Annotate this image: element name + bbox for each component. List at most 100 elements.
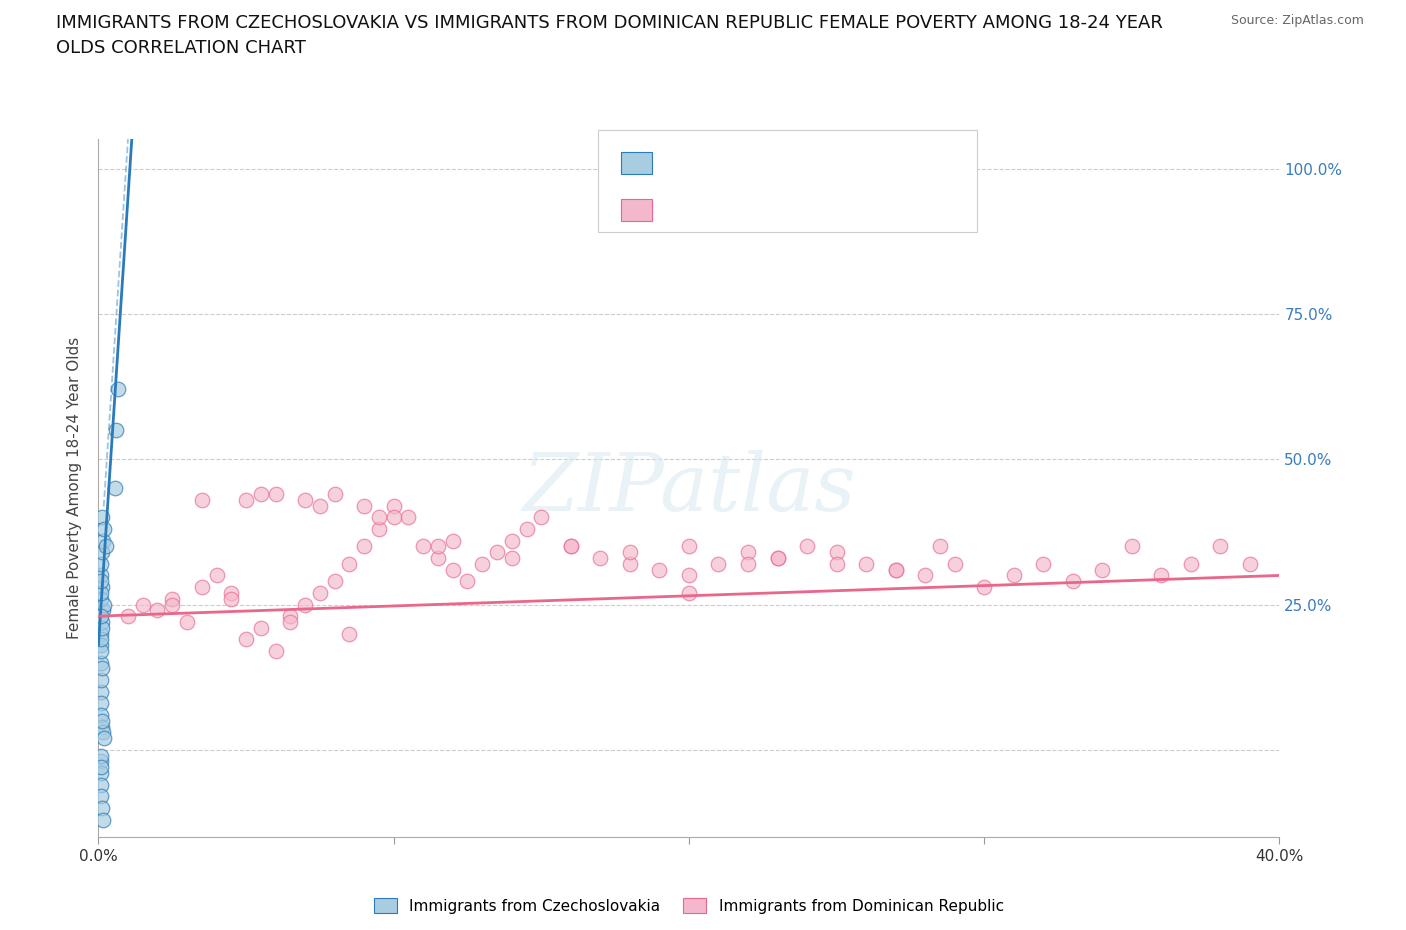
Point: [737, 556, 759, 571]
Point: [235, 493, 257, 508]
Point: [90, 777, 112, 792]
Point: [91, 603, 114, 618]
Point: [796, 539, 818, 554]
Point: [90, 748, 112, 763]
Point: [737, 545, 759, 560]
Text: R =  0.156    N = 80: R = 0.156 N = 80: [664, 206, 831, 224]
Point: [294, 493, 316, 508]
Point: [309, 586, 332, 601]
Point: [91, 725, 114, 740]
Point: [530, 510, 553, 525]
Point: [205, 568, 228, 583]
Point: [855, 556, 877, 571]
Point: [90, 626, 112, 641]
Point: [90, 644, 112, 658]
Point: [323, 486, 346, 501]
Point: [323, 574, 346, 589]
Point: [146, 603, 169, 618]
Point: [132, 597, 155, 612]
Point: [412, 539, 434, 554]
Point: [91, 620, 114, 635]
Point: [456, 574, 478, 589]
Point: [382, 510, 405, 525]
Point: [368, 522, 391, 537]
Point: [90, 696, 112, 711]
Point: [560, 539, 582, 554]
Point: [90, 760, 112, 775]
Point: [90, 672, 112, 687]
Point: [486, 545, 509, 560]
Point: [117, 609, 139, 624]
Point: [353, 498, 375, 513]
Point: [678, 539, 700, 554]
Point: [501, 533, 523, 548]
Point: [1091, 562, 1114, 577]
Point: [90, 632, 112, 647]
Point: [264, 486, 287, 501]
Point: [93, 597, 115, 612]
Point: [91, 812, 114, 827]
Point: [1180, 556, 1202, 571]
Point: [90, 638, 112, 653]
Point: [1209, 539, 1232, 554]
Point: [235, 632, 257, 647]
Point: [294, 597, 316, 612]
Point: [973, 579, 995, 594]
Point: [162, 591, 183, 606]
Point: [162, 597, 183, 612]
Point: [91, 801, 114, 816]
Point: [619, 545, 641, 560]
Point: [1002, 568, 1025, 583]
Point: [382, 498, 405, 513]
Text: Source: ZipAtlas.com: Source: ZipAtlas.com: [1230, 14, 1364, 27]
Point: [501, 551, 523, 565]
Point: [91, 713, 114, 728]
Point: [90, 574, 112, 589]
Point: [1121, 539, 1143, 554]
Point: [191, 493, 214, 508]
Point: [309, 498, 332, 513]
Point: [766, 551, 789, 565]
Point: [1150, 568, 1173, 583]
Text: OLDS CORRELATION CHART: OLDS CORRELATION CHART: [56, 39, 307, 57]
Point: [441, 562, 464, 577]
Point: [278, 609, 302, 624]
Point: [678, 568, 700, 583]
Point: [90, 586, 112, 601]
Point: [90, 765, 112, 780]
Point: [884, 562, 907, 577]
Point: [339, 626, 360, 641]
Y-axis label: Female Poverty Among 18-24 Year Olds: Female Poverty Among 18-24 Year Olds: [67, 338, 83, 640]
Point: [516, 522, 538, 537]
Point: [90, 556, 112, 571]
Point: [91, 533, 114, 548]
Point: [368, 510, 391, 525]
Point: [707, 556, 730, 571]
Point: [90, 656, 112, 671]
Point: [250, 486, 273, 501]
Point: [943, 556, 966, 571]
Point: [90, 591, 112, 606]
Point: [176, 615, 198, 630]
Point: [90, 754, 112, 769]
Point: [90, 708, 112, 723]
Point: [91, 615, 114, 630]
Point: [90, 684, 112, 699]
Text: ZIPatlas: ZIPatlas: [522, 449, 856, 527]
Point: [104, 481, 127, 496]
Point: [107, 382, 129, 397]
Point: [427, 551, 450, 565]
Point: [471, 556, 494, 571]
Point: [648, 562, 671, 577]
Point: [884, 562, 907, 577]
Point: [619, 556, 641, 571]
Point: [396, 510, 419, 525]
Legend: Immigrants from Czechoslovakia, Immigrants from Dominican Republic: Immigrants from Czechoslovakia, Immigran…: [368, 892, 1010, 920]
Point: [105, 422, 128, 438]
Point: [264, 644, 287, 658]
Point: [221, 591, 243, 606]
Point: [278, 615, 302, 630]
Text: IMMIGRANTS FROM CZECHOSLOVAKIA VS IMMIGRANTS FROM DOMINICAN REPUBLIC FEMALE POVE: IMMIGRANTS FROM CZECHOSLOVAKIA VS IMMIGR…: [56, 14, 1163, 32]
Point: [91, 719, 114, 734]
Point: [441, 533, 464, 548]
